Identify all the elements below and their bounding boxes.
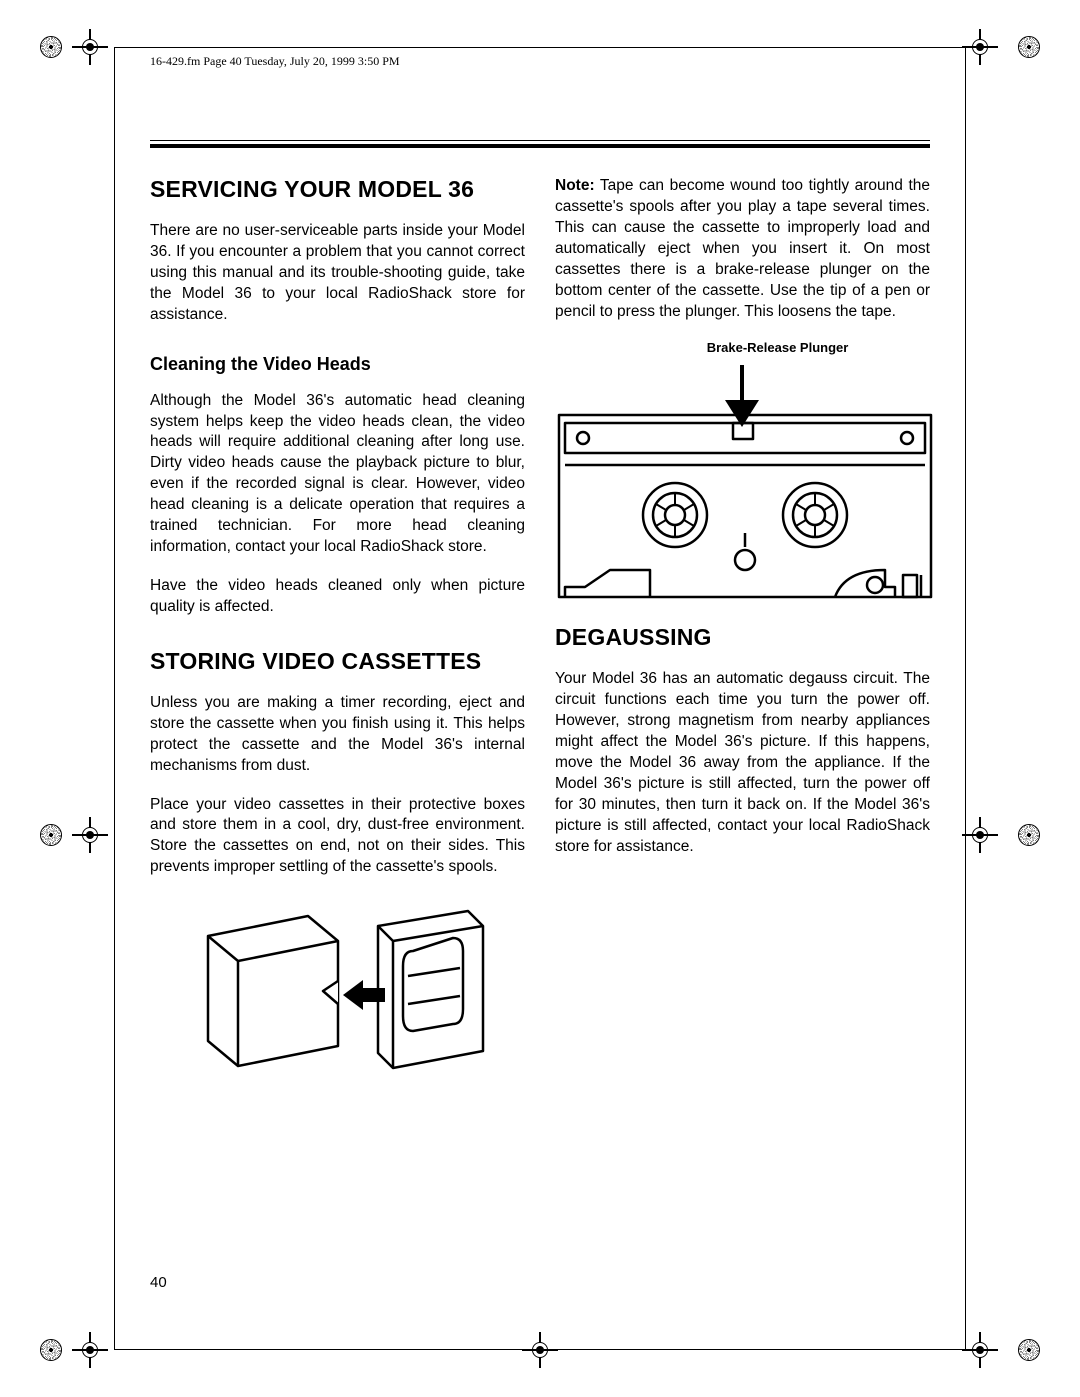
page-number: 40 [150,1274,167,1291]
heading-rule [150,140,930,148]
heading-servicing: SERVICING YOUR MODEL 36 [150,176,525,203]
para-storing-2: Place your video cassettes in their prot… [150,795,525,879]
page-content: SERVICING YOUR MODEL 36 There are no use… [150,140,930,1287]
crop-mark-mr [970,820,1040,850]
trim-line-bottom [114,1349,966,1350]
crop-mark-ml [40,820,110,850]
figure-brake-plunger [555,365,935,600]
trim-line-right [965,47,966,1350]
trim-line-top [114,47,966,48]
para-cleaning-2: Have the video heads cleaned only when p… [150,576,525,618]
para-storing-1: Unless you are making a timer recording,… [150,693,525,777]
para-servicing: There are no user-serviceable parts insi… [150,221,525,326]
heading-storing: STORING VIDEO CASSETTES [150,648,525,675]
para-cleaning-1: Although the Model 36's automatic head c… [150,391,525,558]
heading-degaussing: DEGAUSSING [555,624,930,651]
right-column: Note: Tape can become wound too tightly … [555,176,930,1104]
crop-mark-tl [40,32,110,62]
crop-mark-bl [40,1335,110,1365]
trim-line-left [114,47,115,1350]
note-label: Note: [555,177,595,194]
crop-mark-tr [970,32,1040,62]
para-degaussing: Your Model 36 has an automatic degauss c… [555,669,930,857]
crop-mark-br [970,1335,1040,1365]
para-note: Note: Tape can become wound too tightly … [555,176,930,322]
left-column: SERVICING YOUR MODEL 36 There are no use… [150,176,525,1104]
figure-label-plunger: Brake-Release Plunger [555,340,930,355]
note-text: Tape can become wound too tightly around… [555,177,930,320]
heading-cleaning: Cleaning the Video Heads [150,354,525,375]
crop-mark-bc [505,1335,575,1365]
figure-cassette-box [188,896,488,1086]
page-header-meta: 16-429.fm Page 40 Tuesday, July 20, 1999… [150,54,400,69]
